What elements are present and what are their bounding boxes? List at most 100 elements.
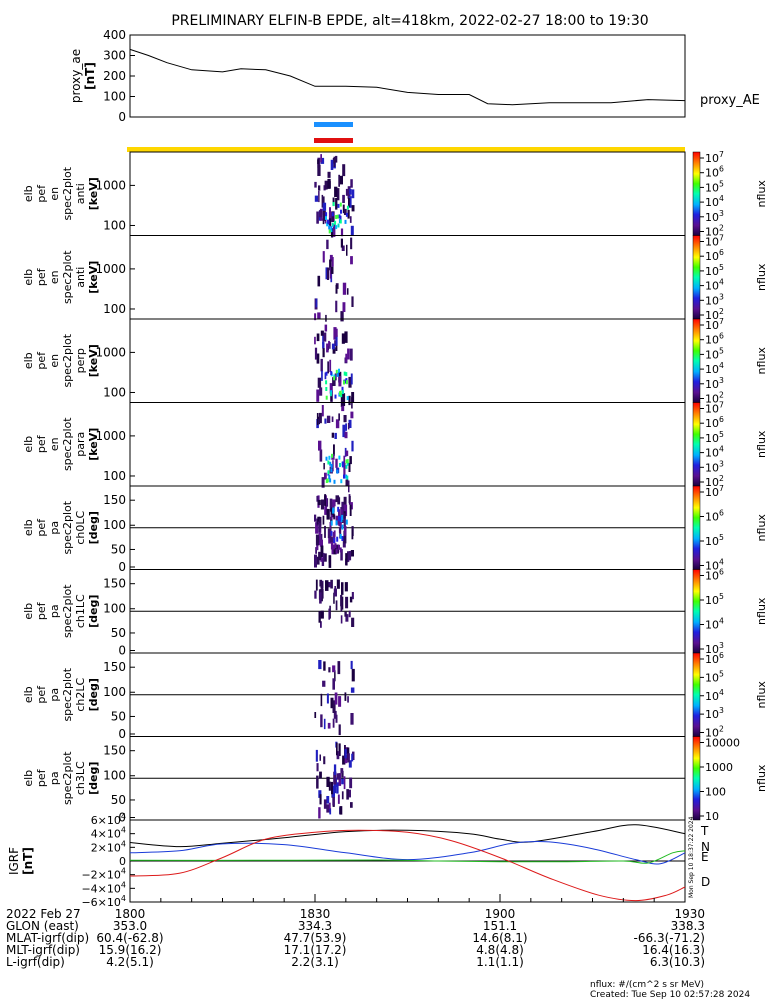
colorbar-tick-label: 104 — [705, 361, 724, 376]
spectrogram-pixel — [321, 194, 324, 208]
spectrogram-pixel — [340, 509, 343, 515]
spectrogram-pixel — [348, 419, 352, 428]
spectrogram-pixel — [343, 455, 346, 467]
spectrogram-pixel — [336, 544, 339, 554]
spectrogram-pixel — [333, 785, 337, 794]
ephemeris-row-label: GLON (east) — [6, 919, 79, 933]
spectrogram-pixel — [319, 387, 323, 396]
colorbar-tick-label: 103 — [705, 376, 724, 391]
ephemeris-value: 16.4(16.3) — [642, 943, 705, 957]
spectrogram-pixel — [341, 778, 344, 785]
spectrogram-pixel — [327, 220, 330, 225]
spectrogram-pixel — [327, 470, 330, 475]
ephemeris-value: 1.1(1.1) — [476, 955, 524, 969]
panel-ytick-label: 100 — [103, 302, 126, 316]
colorbar-6: 106 105 104 103 nflux — [692, 568, 768, 656]
ephemeris-value: 14.6(8.1) — [472, 931, 527, 945]
spectrogram-pixel — [317, 275, 321, 287]
spectrogram-pixel — [314, 590, 317, 599]
spectrogram-pixel — [335, 458, 338, 468]
spectrogram-pixel — [320, 358, 323, 372]
spectrogram-pixel — [345, 596, 349, 609]
spectrogram-pixel — [325, 395, 328, 400]
spectrogram-pixel — [335, 335, 338, 346]
spectrogram-pixel — [320, 714, 323, 728]
spectrogram-pixel — [330, 371, 333, 376]
colorbar-tick-label: 105 — [705, 179, 724, 194]
spectrogram-pixel — [348, 495, 351, 505]
spectrogram-pixel — [319, 579, 323, 587]
spectrogram-pixel — [349, 596, 353, 603]
colorbar-gradient — [692, 569, 701, 654]
spectrogram-pixel — [322, 218, 325, 225]
spectrogram-pixel — [314, 514, 317, 522]
panel-frame — [129, 151, 686, 236]
spectrogram-pixel — [326, 796, 330, 804]
spectrogram-pixel — [318, 412, 322, 424]
spectrogram-pixel — [326, 239, 329, 250]
spectrogram-pixel — [349, 188, 352, 195]
ephemeris-value: 6.3(10.3) — [650, 955, 705, 969]
spectrogram-pixel — [339, 533, 342, 539]
spectrogram-pixel — [334, 543, 337, 549]
spectrogram-pixel — [332, 499, 336, 507]
panel-ytick-label: 150 — [103, 493, 126, 507]
spectrogram-pixel — [340, 311, 344, 322]
spectrogram-pixel — [325, 387, 328, 391]
panel-ytick-label: 100 — [103, 685, 126, 699]
panel-ytick-label: 0 — [118, 643, 126, 657]
panel-label-line: [keV] — [87, 344, 100, 377]
colorbar-tick-label: 100 — [705, 786, 726, 799]
spectrogram-pixel — [316, 333, 320, 342]
spectrogram-pixel — [323, 756, 326, 765]
spectrogram-pixel — [340, 594, 343, 607]
panel-ytick-label: 100 — [103, 769, 126, 783]
colorbar-tick-label: 10 — [705, 810, 719, 823]
colorbar-label: nflux — [755, 597, 768, 625]
spectrogram-pixel — [317, 377, 322, 388]
spectrogram-pixel — [350, 550, 354, 557]
colorbar-tick-label: 103 — [705, 641, 724, 656]
spectrogram-pixel — [326, 776, 330, 787]
igrf-series-D — [129, 829, 686, 902]
spectrogram-pixel — [321, 405, 324, 417]
spectrogram-pixel — [324, 324, 328, 332]
colorbar-label: nflux — [755, 430, 768, 458]
spectrogram-panel-2: elb pef en spec2plot anti [keV]10001001071061… — [22, 234, 768, 323]
spectrogram-pixel — [345, 380, 348, 385]
spectrogram-pixel — [338, 724, 341, 736]
spectrogram-pixel — [334, 670, 336, 682]
colorbar-tick-label: 104 — [705, 617, 724, 632]
spectrogram-pixel — [339, 547, 342, 553]
spectrogram-pixel — [350, 660, 353, 670]
colorbar-tick-label: 102 — [705, 474, 724, 489]
panel-ytick-label: 100 — [103, 518, 126, 532]
spectrogram-pixel — [351, 440, 354, 452]
spectrogram-pixel — [338, 743, 341, 756]
igrf-series-E — [129, 850, 686, 864]
spectrogram-pixel — [348, 462, 351, 472]
spectrogram-pixel — [340, 228, 344, 237]
colorbar-8: 10000 1000 100 10 nflux — [692, 736, 768, 823]
panel-label-line: pef — [35, 685, 48, 704]
spectrogram-pixel — [342, 204, 345, 214]
spectrogram-pixel — [341, 582, 344, 595]
colorbar-tick-label: 104 — [705, 278, 724, 293]
spectrogram-pixel — [335, 714, 338, 723]
ephemeris-value: 1930 — [674, 907, 705, 921]
ephemeris-value: 1830 — [300, 907, 331, 921]
spectrogram-pixel — [333, 771, 337, 785]
colorbar-tick-label: 105 — [705, 430, 724, 445]
colorbar-label: nflux — [755, 681, 768, 709]
spectrogram-pixel — [341, 770, 344, 778]
spectrogram-pixel — [336, 536, 339, 542]
spectrogram-pixel — [325, 215, 327, 220]
colorbar-tick-label: 106 — [705, 568, 724, 583]
panel-ytick-label: 50 — [111, 793, 126, 807]
spectrogram-pixel — [332, 700, 336, 713]
spectrogram-pixel — [329, 478, 332, 483]
spectrogram-pixel — [328, 225, 331, 230]
panel-label-line: anti — [74, 183, 87, 204]
spectrogram-pixel — [339, 517, 342, 529]
